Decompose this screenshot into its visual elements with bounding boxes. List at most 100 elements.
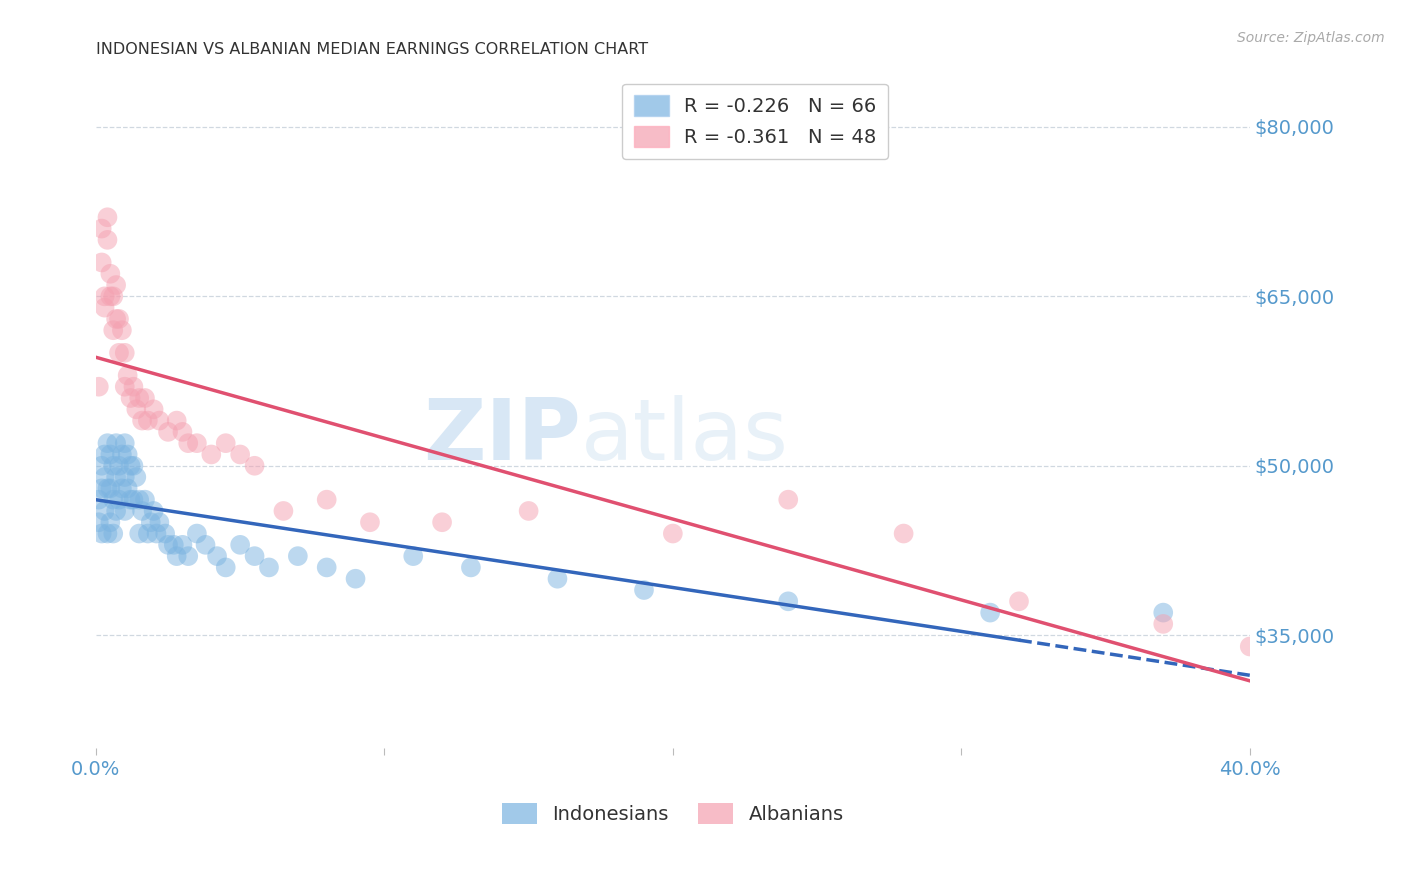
- Point: [122, 492, 145, 507]
- Point: [98, 481, 121, 495]
- Point: [90, 221, 112, 235]
- Point: [200, 447, 222, 461]
- Point: [87, 380, 110, 394]
- Point: [430, 515, 453, 529]
- Point: [103, 492, 125, 507]
- Point: [125, 402, 148, 417]
- Point: [194, 538, 217, 552]
- Point: [134, 492, 156, 507]
- Point: [120, 391, 142, 405]
- Point: [93, 289, 115, 303]
- Point: [111, 323, 134, 337]
- Point: [96, 526, 118, 541]
- Point: [111, 447, 134, 461]
- Point: [128, 492, 150, 507]
- Point: [128, 391, 150, 405]
- Point: [153, 526, 176, 541]
- Point: [778, 492, 800, 507]
- Point: [108, 346, 131, 360]
- Point: [344, 572, 367, 586]
- Point: [114, 346, 136, 360]
- Point: [172, 425, 194, 439]
- Point: [90, 255, 112, 269]
- Point: [893, 526, 915, 541]
- Point: [136, 414, 159, 428]
- Point: [114, 436, 136, 450]
- Point: [517, 504, 540, 518]
- Point: [315, 492, 337, 507]
- Point: [243, 549, 266, 563]
- Text: INDONESIAN VS ALBANIAN MEDIAN EARNINGS CORRELATION CHART: INDONESIAN VS ALBANIAN MEDIAN EARNINGS C…: [96, 42, 648, 57]
- Point: [93, 301, 115, 315]
- Point: [142, 402, 165, 417]
- Point: [166, 414, 188, 428]
- Point: [287, 549, 309, 563]
- Point: [98, 515, 121, 529]
- Point: [257, 560, 280, 574]
- Point: [157, 538, 180, 552]
- Point: [229, 447, 252, 461]
- Point: [103, 526, 125, 541]
- Point: [157, 425, 180, 439]
- Point: [93, 470, 115, 484]
- Point: [90, 458, 112, 473]
- Point: [460, 560, 482, 574]
- Point: [105, 504, 128, 518]
- Point: [108, 492, 131, 507]
- Legend: Indonesians, Albanians: Indonesians, Albanians: [494, 795, 852, 832]
- Point: [114, 380, 136, 394]
- Point: [117, 368, 139, 383]
- Point: [186, 526, 208, 541]
- Point: [105, 312, 128, 326]
- Point: [1152, 616, 1174, 631]
- Point: [136, 526, 159, 541]
- Point: [315, 560, 337, 574]
- Point: [402, 549, 425, 563]
- Text: atlas: atlas: [581, 395, 789, 478]
- Point: [122, 380, 145, 394]
- Point: [96, 436, 118, 450]
- Point: [979, 606, 1001, 620]
- Point: [142, 504, 165, 518]
- Point: [1008, 594, 1031, 608]
- Point: [186, 436, 208, 450]
- Point: [114, 504, 136, 518]
- Point: [122, 458, 145, 473]
- Point: [1152, 606, 1174, 620]
- Point: [139, 515, 162, 529]
- Point: [145, 526, 167, 541]
- Point: [778, 594, 800, 608]
- Point: [177, 436, 200, 450]
- Point: [98, 447, 121, 461]
- Point: [662, 526, 685, 541]
- Point: [105, 436, 128, 450]
- Point: [120, 458, 142, 473]
- Point: [103, 323, 125, 337]
- Point: [243, 458, 266, 473]
- Point: [359, 515, 381, 529]
- Point: [117, 447, 139, 461]
- Point: [1239, 640, 1261, 654]
- Point: [131, 414, 153, 428]
- Point: [90, 526, 112, 541]
- Point: [125, 470, 148, 484]
- Point: [111, 481, 134, 495]
- Point: [90, 481, 112, 495]
- Point: [87, 515, 110, 529]
- Point: [134, 391, 156, 405]
- Point: [205, 549, 228, 563]
- Point: [273, 504, 295, 518]
- Point: [163, 538, 186, 552]
- Point: [105, 470, 128, 484]
- Point: [108, 312, 131, 326]
- Point: [148, 515, 170, 529]
- Point: [98, 267, 121, 281]
- Point: [114, 470, 136, 484]
- Text: Source: ZipAtlas.com: Source: ZipAtlas.com: [1237, 31, 1385, 45]
- Point: [87, 492, 110, 507]
- Point: [546, 572, 568, 586]
- Point: [93, 447, 115, 461]
- Point: [229, 538, 252, 552]
- Point: [96, 233, 118, 247]
- Point: [128, 526, 150, 541]
